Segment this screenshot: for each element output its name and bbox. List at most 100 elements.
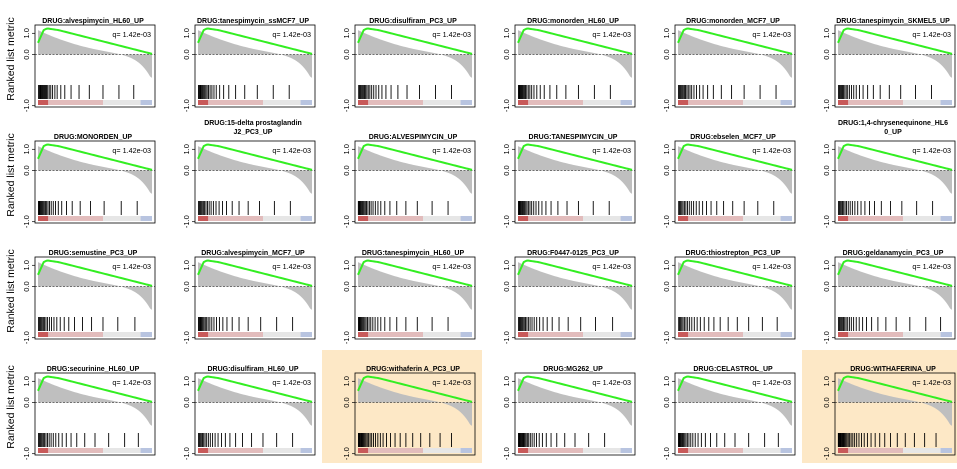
rank-colorbar-pink [48, 216, 103, 221]
y-tick-label: -1.0 [22, 215, 31, 228]
q-value-label: q= 1.42e-03 [112, 146, 151, 155]
axes-frame [354, 256, 476, 340]
enrichment-score-curve [197, 259, 313, 287]
panel-svg: DRUG:securinine_HL60_UP q= 1.42e-03 1.0 0.0… [22, 366, 156, 460]
rank-colorbar-blue [140, 100, 152, 105]
rank-colorbar-blue [460, 100, 472, 105]
rank-colorbar-blue [140, 332, 152, 337]
y-tick-label: 0.0 [22, 397, 31, 407]
axes-frame [354, 24, 476, 108]
panel-title: DRUG:thiostrepton_PC3_UP [686, 250, 781, 257]
y-tick-label: -1.0 [22, 331, 31, 344]
panel-svg: DRUG:monorden_HL60_UP q= 1.42e-03 1.0 0.0 -1… [502, 18, 636, 112]
rank-colorbar-blue [140, 216, 152, 221]
y-tick-label: 0.0 [342, 49, 351, 59]
enrichment-score-curve [517, 27, 633, 55]
y-tick-label: 1.0 [822, 260, 831, 270]
rank-colorbar-red [198, 448, 209, 453]
y-tick-label: 0.0 [182, 281, 191, 291]
ranked-metric-area [38, 30, 152, 78]
gsea-panel: DRUG:monorden_HL60_UP q= 1.42e-03 1.0 0.0 -1… [486, 0, 642, 114]
axes-frame [514, 140, 636, 224]
gsea-panel: DRUG:ALVESPIMYCIN_UP q= 1.42e-03 1.0 0.0 -1.… [326, 116, 482, 230]
panel-svg: DRUG:MONORDEN_UP q= 1.42e-03 1.0 0.0 -1.0 [22, 134, 156, 228]
y-tick-label: 0.0 [502, 281, 511, 291]
y-tick-label: -1.0 [822, 331, 831, 344]
gsea-panel: DRUG:TANESPIMYCIN_UP q= 1.42e-03 1.0 0.0 -1.… [486, 116, 642, 230]
y-tick-label: -1.0 [182, 331, 191, 344]
ranked-metric-area [838, 146, 952, 194]
y-tick-label: 0.0 [22, 49, 31, 59]
enrichment-score-curve [357, 259, 473, 287]
panel-svg: DRUG:ALVESPIMYCIN_UP q= 1.42e-03 1.0 0.0 -1.… [342, 134, 476, 228]
q-value-label: q= 1.42e-03 [752, 378, 791, 387]
enrichment-score-curve [837, 27, 953, 55]
panel-svg: DRUG:15-delta prostaglandin J2_PC3_UP q= 1… [182, 120, 316, 228]
rank-colorbar-pink [48, 100, 103, 105]
gsea-panel: DRUG:tanespimycin_HL60_UP q= 1.42e-03 1.0 0… [326, 232, 482, 346]
rank-colorbar-pink [528, 216, 583, 221]
rank-colorbar-pink [368, 216, 423, 221]
axes-frame [674, 256, 796, 340]
rank-colorbar-blue [620, 100, 632, 105]
enrichment-score-curve [37, 27, 153, 55]
enrichment-score-curve [357, 27, 473, 55]
rank-colorbar-blue [780, 100, 792, 105]
panel-title: DRUG:F0447-0125_PC3_UP [527, 250, 619, 257]
y-tick-label: 1.0 [342, 260, 351, 270]
ranked-metric-area [518, 30, 632, 78]
y-tick-label: 1.0 [502, 144, 511, 154]
rank-colorbar-pink [368, 332, 423, 337]
rank-colorbar-red [838, 216, 849, 221]
axes-frame [354, 140, 476, 224]
rank-colorbar-blue [300, 448, 312, 453]
axes-frame [514, 256, 636, 340]
axes-frame [674, 372, 796, 456]
y-tick-label: 0.0 [662, 165, 671, 175]
y-tick-label: -1.0 [502, 99, 511, 112]
y-tick-label: 1.0 [22, 260, 31, 270]
q-value-label: q= 1.42e-03 [112, 30, 151, 39]
panel-title: DRUG:tanespimycin_SKMEL5_UP [836, 18, 950, 25]
q-value-label: q= 1.42e-03 [912, 146, 951, 155]
q-value-label: q= 1.42e-03 [272, 378, 311, 387]
q-value-label: q= 1.42e-03 [112, 378, 151, 387]
y-tick-label: 0.0 [182, 397, 191, 407]
gsea-panel: DRUG:MG262_UP q= 1.42e-03 1.0 0.0 -1.0 [486, 348, 642, 462]
gsea-panel: DRUG:tanespimycin_ssMCF7_UP q= 1.42e-03 1.… [166, 0, 322, 114]
ranked-metric-area [358, 30, 472, 78]
rank-colorbar-red [358, 100, 369, 105]
panel-title: DRUG:MONORDEN_UP [54, 134, 133, 141]
y-tick-label: -1.0 [502, 215, 511, 228]
panel-svg: DRUG:geldanamycin_PC3_UP q= 1.42e-03 1.0 0.… [822, 250, 956, 344]
gsea-panel: DRUG:ebselen_MCF7_UP q= 1.42e-03 1.0 0.0 -1.… [646, 116, 802, 230]
rank-colorbar-pink [848, 100, 903, 105]
rank-colorbar-blue [940, 332, 952, 337]
panel-svg: DRUG:CELASTROL_UP q= 1.42e-03 1.0 0.0 -1.0 [662, 366, 796, 460]
axes-frame [514, 24, 636, 108]
enrichment-score-curve [517, 143, 633, 171]
q-value-label: q= 1.42e-03 [272, 262, 311, 271]
ranked-metric-area [38, 146, 152, 194]
y-tick-label: 0.0 [822, 49, 831, 59]
rank-colorbar-blue [300, 332, 312, 337]
y-tick-label: -1.0 [822, 215, 831, 228]
rank-colorbar-pink [848, 216, 903, 221]
q-value-label: q= 1.42e-03 [752, 30, 791, 39]
y-tick-label: 0.0 [502, 49, 511, 59]
panel-svg: DRUG:alvespimycin_HL60_UP q= 1.42e-03 1.0 0… [22, 18, 156, 112]
rank-colorbar-blue [620, 216, 632, 221]
panel-title: DRUG:geldanamycin_PC3_UP [843, 250, 944, 257]
rank-colorbar-red [838, 448, 849, 453]
ranked-metric-area [678, 378, 792, 426]
y-tick-label: 0.0 [342, 281, 351, 291]
y-tick-label: 1.0 [822, 144, 831, 154]
y-tick-label: 0.0 [22, 281, 31, 291]
ranked-metric-area [358, 262, 472, 310]
gsea-panel: DRUG:CELASTROL_UP q= 1.42e-03 1.0 0.0 -1.0 [646, 348, 802, 462]
y-tick-label: 1.0 [182, 28, 191, 38]
y-tick-label: 1.0 [502, 376, 511, 386]
enrichment-score-curve [837, 259, 953, 287]
y-tick-label: 1.0 [662, 144, 671, 154]
rank-colorbar-red [678, 332, 689, 337]
